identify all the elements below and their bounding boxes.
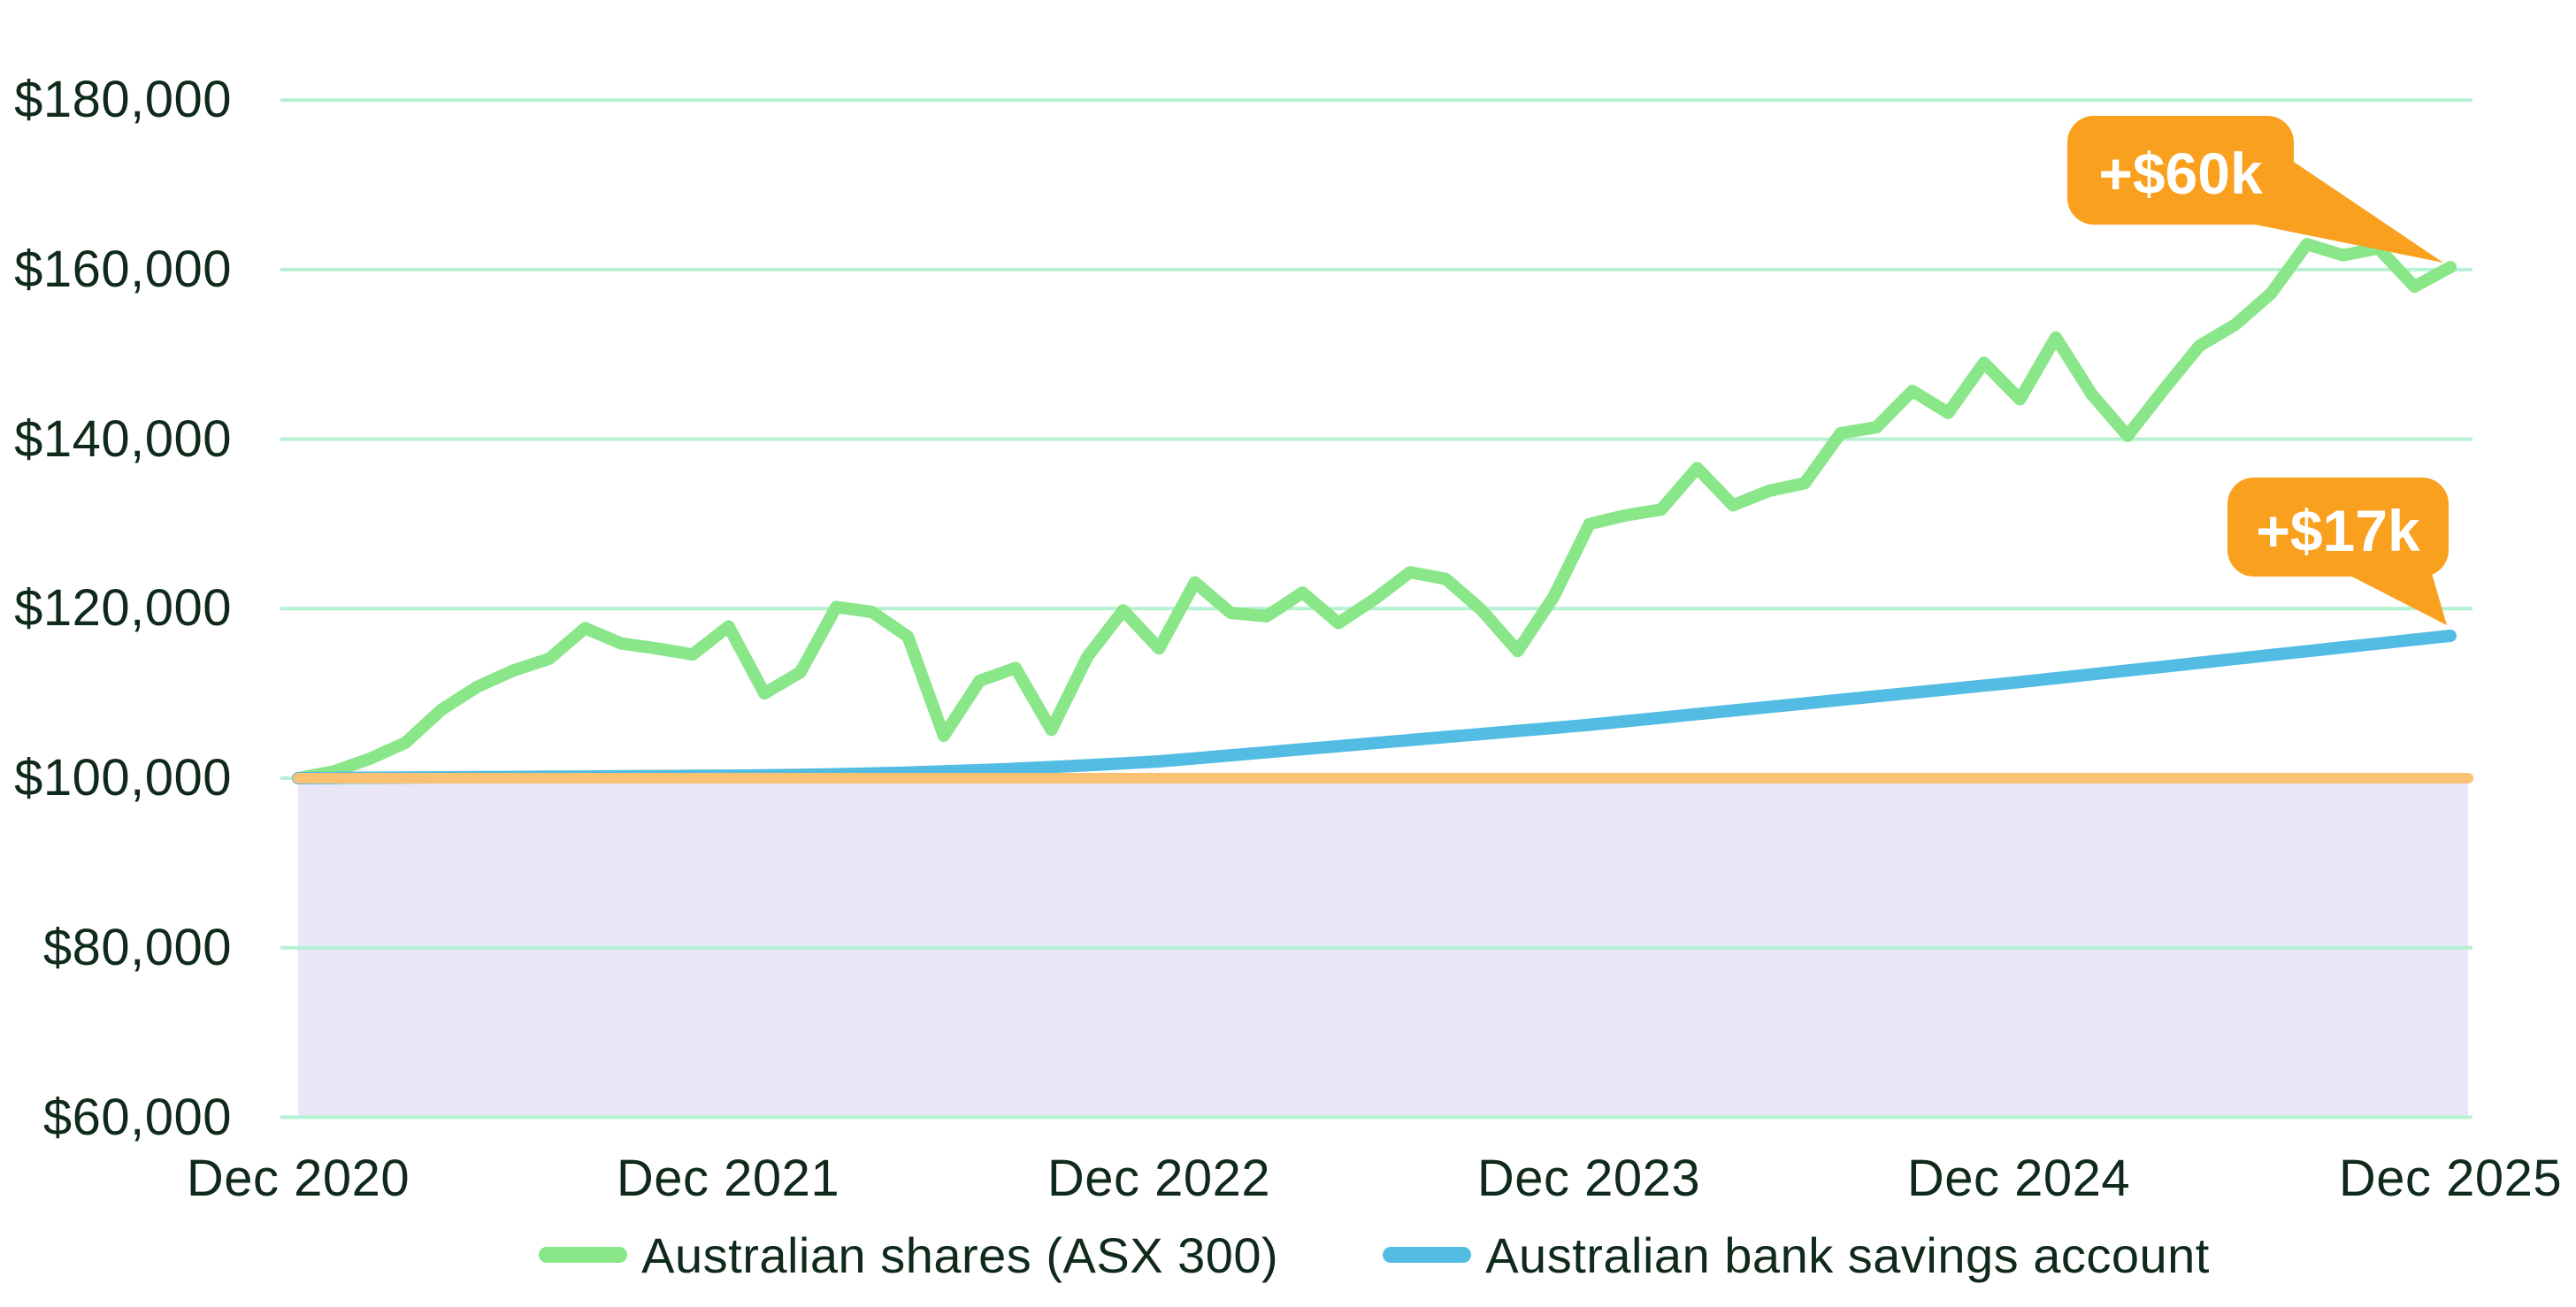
x-tick-dec-2023: Dec 2023 [1476, 1150, 1701, 1207]
legend-item-shares: Australian shares (ASX 300) [539, 1227, 1278, 1284]
x-tick-dec-2020: Dec 2020 [186, 1150, 410, 1207]
legend-item-savings: Australian bank savings account [1383, 1227, 2210, 1284]
y-tick-120000: $120,000 [14, 579, 232, 637]
shares-line [292, 238, 2457, 784]
callout-label-savings: +$17k [2256, 498, 2420, 563]
legend-label-savings: Australian bank savings account [1485, 1227, 2210, 1283]
y-tick-140000: $140,000 [14, 410, 232, 468]
x-tick-dec-2021: Dec 2021 [616, 1150, 840, 1207]
legend: Australian shares (ASX 300) Australian b… [280, 1224, 2468, 1286]
callout-box-shares [2067, 116, 2294, 225]
callout-box-savings [2227, 478, 2449, 577]
callout-tail-savings [2340, 570, 2447, 625]
x-tick-dec-2024: Dec 2024 [1906, 1150, 2131, 1207]
x-tick-dec-2022: Dec 2022 [1046, 1150, 1271, 1207]
shares-line-swatch [539, 1247, 628, 1263]
savings-line [292, 630, 2457, 784]
y-tick-180000: $180,000 [14, 71, 232, 128]
savings-line-swatch [1383, 1247, 1472, 1263]
y-tick-60000: $60,000 [42, 1089, 232, 1146]
y-tick-80000: $80,000 [42, 919, 232, 976]
legend-label-shares: Australian shares (ASX 300) [641, 1227, 1279, 1283]
y-tick-100000: $100,000 [14, 749, 232, 806]
x-tick-dec-2025: Dec 2025 [2338, 1150, 2563, 1207]
y-tick-160000: $160,000 [14, 241, 232, 298]
callout-label-shares: +$60k [2098, 141, 2263, 206]
